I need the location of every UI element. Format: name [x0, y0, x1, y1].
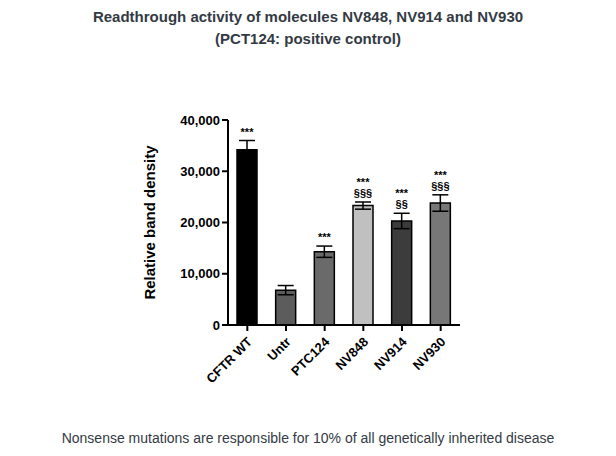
- svg-text:Relative band density: Relative band density: [141, 145, 158, 300]
- svg-text:0: 0: [213, 318, 220, 333]
- svg-text:***: ***: [241, 126, 255, 138]
- svg-text:10,000: 10,000: [180, 266, 220, 281]
- svg-text:30,000: 30,000: [180, 164, 220, 179]
- svg-text:NV914: NV914: [371, 334, 410, 373]
- html-text:Nonsense mutations are respons: Nonsense mutations are responsible for 1…: [61, 430, 555, 446]
- svg-text:Untr: Untr: [264, 334, 293, 363]
- svg-text:***: ***: [318, 231, 332, 243]
- html-text:Readthrough activity of molecu: Readthrough activity of molecules NV848,…: [92, 8, 524, 25]
- svg-text:PTC124: PTC124: [288, 334, 333, 379]
- svg-text:40,000: 40,000: [180, 113, 220, 128]
- svg-text:NV848: NV848: [332, 334, 371, 373]
- svg-text:CFTR WT: CFTR WT: [203, 334, 255, 386]
- svg-text:§§: §§: [396, 198, 408, 210]
- svg-text:NV930: NV930: [410, 334, 449, 373]
- svg-text:§§§: §§§: [431, 180, 449, 192]
- svg-text:20,000: 20,000: [180, 215, 220, 230]
- svg-text:§§§: §§§: [354, 187, 372, 199]
- html-text:(PCT124: positive control): (PCT124: positive control): [215, 30, 401, 47]
